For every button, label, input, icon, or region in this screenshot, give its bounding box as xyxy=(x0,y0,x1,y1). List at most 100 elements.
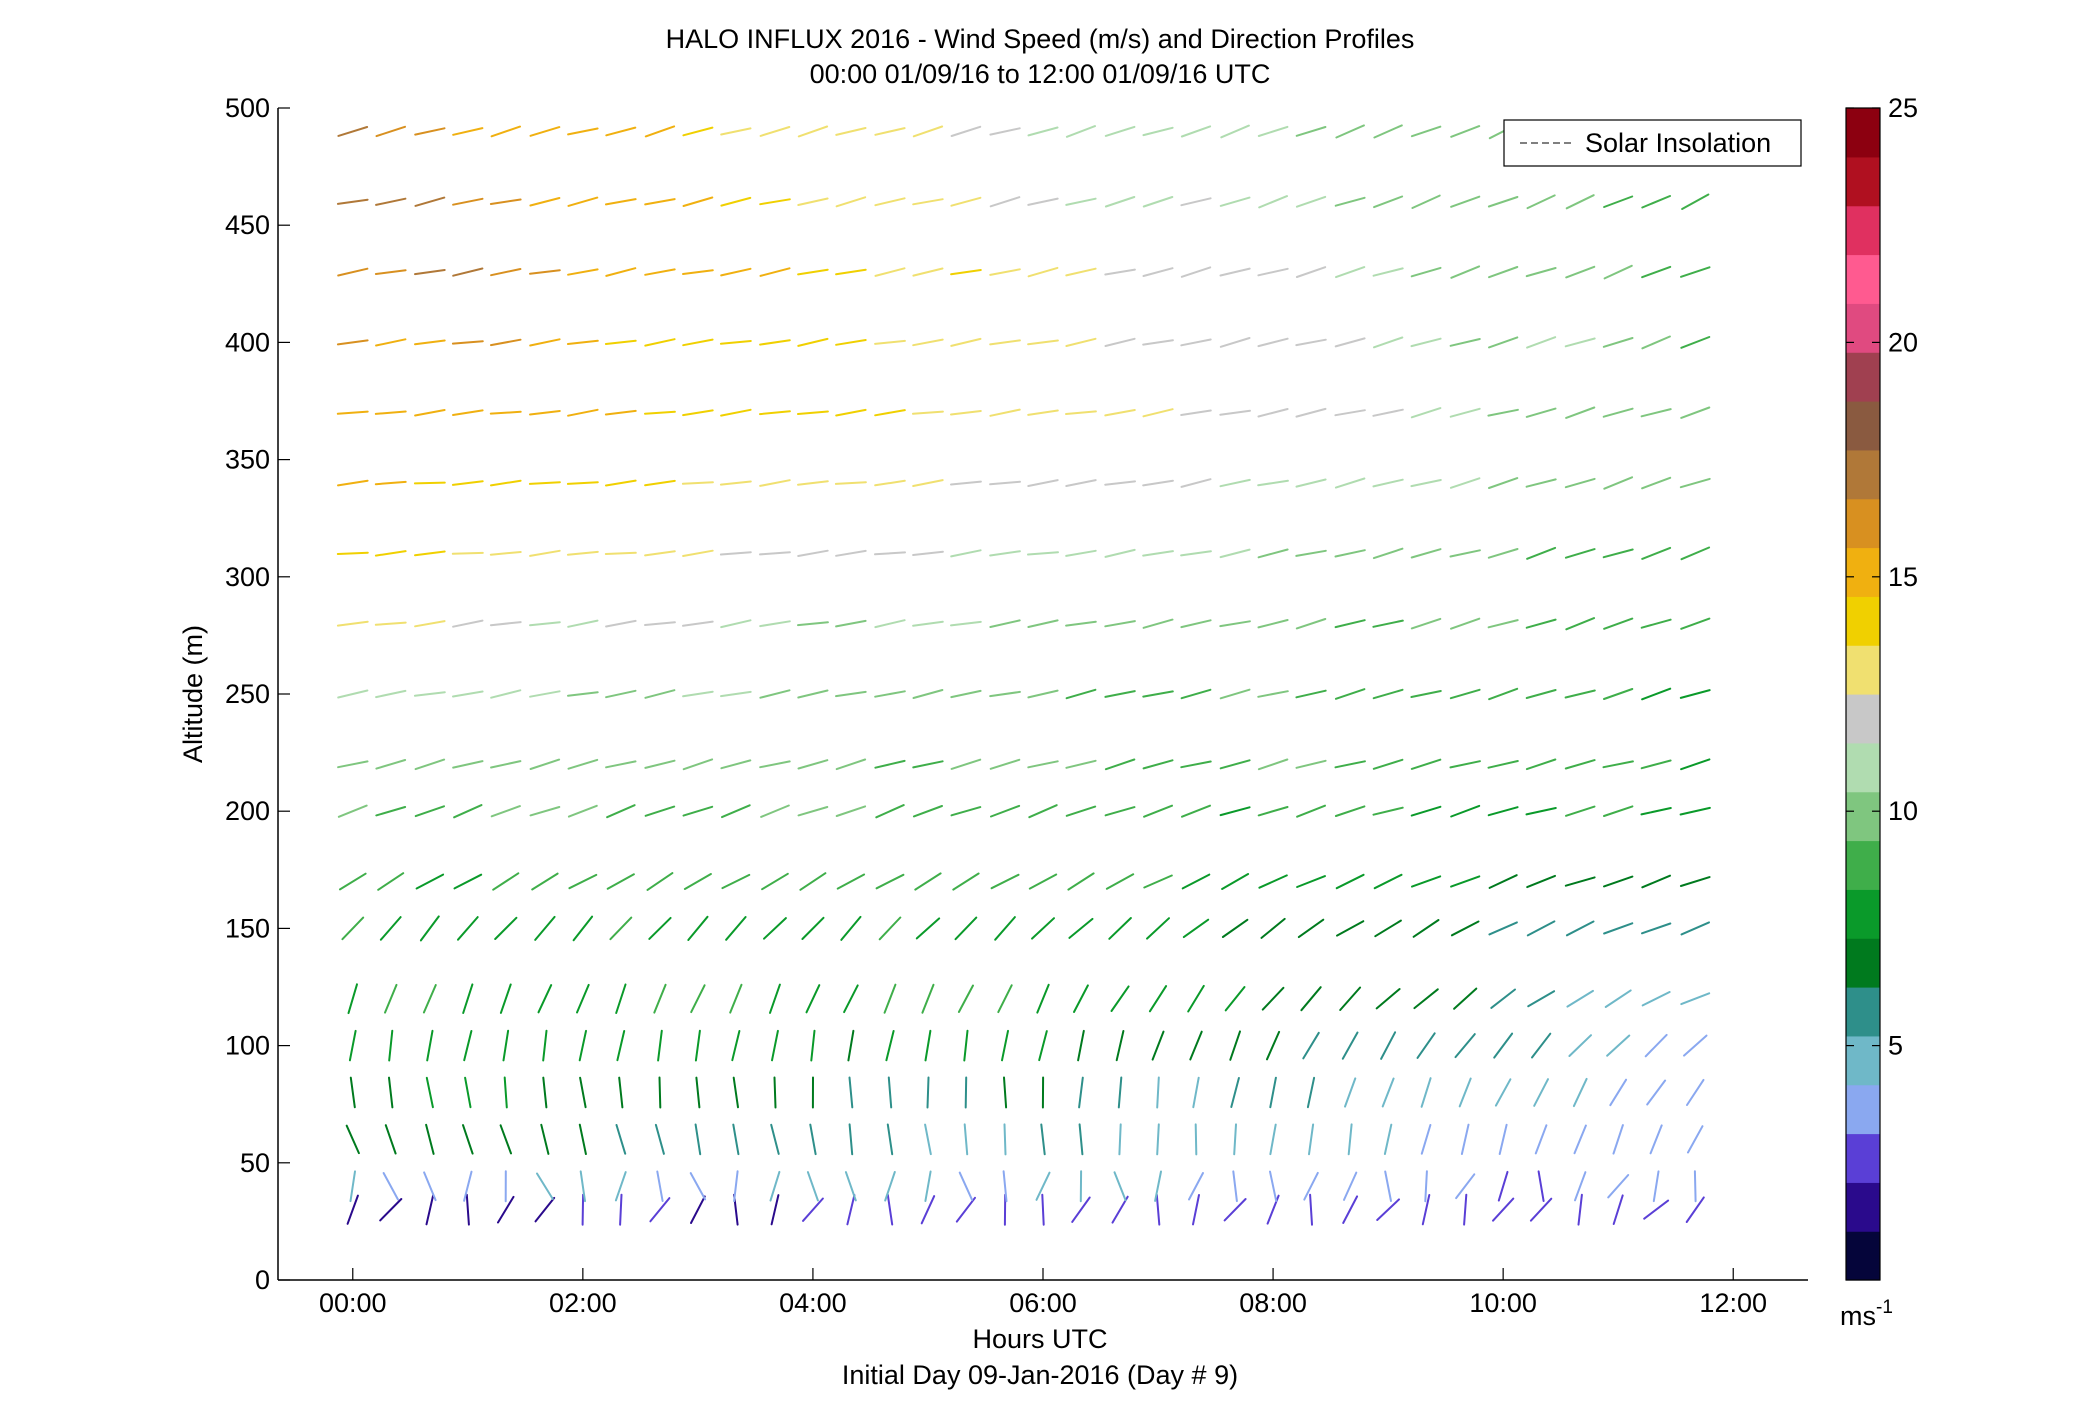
wind-vector xyxy=(695,1076,701,1109)
wind-vector xyxy=(1410,125,1442,138)
wind-vector xyxy=(1526,874,1556,889)
wind-vector xyxy=(537,984,553,1014)
wind-vector xyxy=(414,269,446,276)
wind-vector xyxy=(950,125,982,137)
wind-vector xyxy=(1180,550,1212,557)
wind-vector xyxy=(732,1076,739,1109)
wind-vector xyxy=(382,1172,399,1201)
wind-vector xyxy=(759,551,791,556)
wind-vector xyxy=(760,804,790,818)
wind-vector xyxy=(529,549,561,557)
wind-vector xyxy=(1257,125,1289,137)
wind-vector xyxy=(657,1029,663,1062)
wind-vector xyxy=(1372,267,1404,277)
wind-vector xyxy=(1295,689,1327,699)
wind-vector xyxy=(963,1123,969,1156)
chart-title: HALO INFLUX 2016 - Wind Speed (m/s) and … xyxy=(666,24,1415,54)
wind-vector xyxy=(1104,268,1136,276)
colorbar-segment xyxy=(1846,840,1880,890)
wind-vector xyxy=(492,872,520,891)
wind-vector xyxy=(720,690,752,698)
wind-vector xyxy=(719,480,752,486)
wind-vector xyxy=(1334,477,1366,489)
wind-vector xyxy=(1565,406,1596,419)
wind-vector xyxy=(1487,196,1519,208)
wind-vector xyxy=(489,410,522,415)
wind-vector xyxy=(1142,550,1174,557)
wind-vector xyxy=(1308,1123,1315,1156)
wind-vector xyxy=(604,409,637,416)
wind-vector xyxy=(426,1029,434,1062)
colorbar-unit-exponent: -1 xyxy=(1876,1297,1893,1318)
wind-vector xyxy=(1488,266,1519,279)
wind-vector xyxy=(1257,690,1289,698)
wind-vector xyxy=(375,806,407,817)
colorbar-segment xyxy=(1846,449,1880,500)
wind-vector xyxy=(1488,687,1519,701)
wind-vector xyxy=(413,691,446,697)
wind-vector xyxy=(1577,1193,1583,1226)
wind-vector xyxy=(534,915,556,941)
wind-vector xyxy=(1027,619,1059,628)
wind-vector xyxy=(1027,266,1059,278)
wind-vector xyxy=(452,409,484,416)
wind-vector xyxy=(1679,876,1711,887)
legend-label-solar-insolation: Solar Insolation xyxy=(1585,128,1771,158)
wind-vector xyxy=(1680,921,1710,936)
wind-vector xyxy=(1027,197,1059,206)
wind-vector xyxy=(1680,992,1711,1006)
wind-vector xyxy=(1450,875,1481,888)
wind-vector xyxy=(1603,195,1634,208)
wind-vector xyxy=(1001,1029,1009,1062)
wind-vector xyxy=(345,1124,360,1155)
wind-vector xyxy=(529,338,561,347)
wind-vector xyxy=(644,689,676,699)
wind-vector xyxy=(682,690,714,698)
wind-vector xyxy=(1372,806,1404,816)
wind-vector xyxy=(878,916,902,941)
wind-vector xyxy=(761,872,789,891)
wind-vector xyxy=(1257,267,1289,277)
wind-vector xyxy=(451,480,484,486)
wind-vector xyxy=(1412,919,1440,938)
wind-vector xyxy=(1455,1173,1476,1200)
wind-vector xyxy=(490,338,522,347)
wind-vector xyxy=(1341,1031,1359,1060)
wind-vector xyxy=(646,872,674,891)
y-axis-ticks: 0 50 100 150 200 250 300 350 400 450 500 xyxy=(225,93,290,1295)
wind-vector xyxy=(1296,875,1326,888)
wind-vector xyxy=(1295,759,1327,769)
wind-vector xyxy=(337,689,369,699)
wind-vector xyxy=(653,983,667,1014)
wind-vector xyxy=(605,479,637,487)
wind-vector xyxy=(990,804,1021,818)
wind-vector xyxy=(374,550,407,557)
wind-vector xyxy=(797,410,829,415)
y-tick-label: 50 xyxy=(240,1148,270,1178)
wind-vector xyxy=(341,916,365,941)
wind-vector xyxy=(912,550,944,556)
wind-vector xyxy=(529,758,561,770)
wind-vector xyxy=(1154,1170,1162,1202)
wind-vector xyxy=(1383,1123,1393,1155)
colorbar-segment xyxy=(1846,938,1880,988)
wind-vector xyxy=(1257,408,1289,418)
wind-vector xyxy=(964,1076,968,1109)
wind-vector xyxy=(1182,918,1210,939)
wind-vector xyxy=(1219,806,1251,817)
wind-vector xyxy=(1142,618,1174,629)
wind-vector xyxy=(619,1193,623,1226)
wind-vector xyxy=(1573,1124,1587,1155)
wind-vector xyxy=(1003,1076,1008,1109)
wind-vector xyxy=(874,339,906,345)
wind-vector xyxy=(490,479,522,487)
colorbar-segment xyxy=(1846,645,1880,695)
wind-vector xyxy=(874,267,906,277)
colorbar-segment xyxy=(1846,889,1880,939)
wind-vector xyxy=(1374,919,1402,938)
wind-vector xyxy=(682,620,714,627)
wind-vector xyxy=(1449,688,1481,700)
wind-vector xyxy=(720,759,752,770)
wind-vector xyxy=(1525,407,1557,418)
